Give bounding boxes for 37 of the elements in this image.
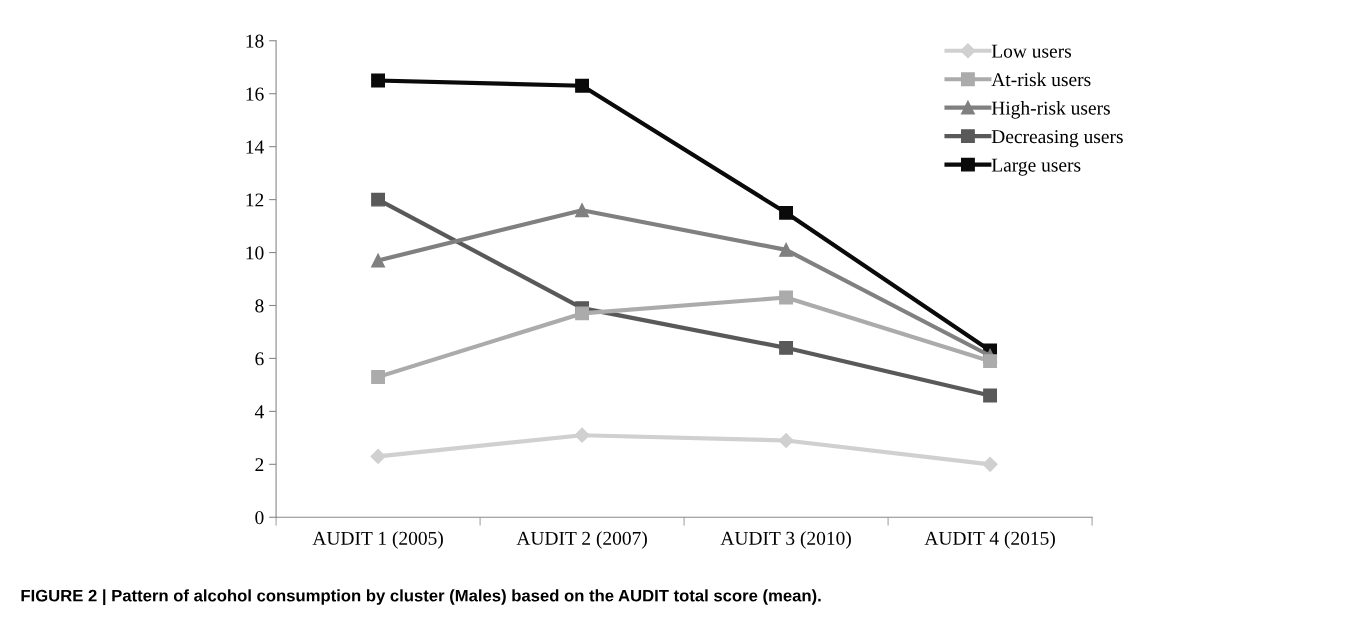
legend-label: High-risk users [991,100,1110,119]
x-tick-label: AUDIT 4 (2015) [924,531,1055,549]
point [778,432,794,449]
point [371,73,386,88]
point [779,242,794,257]
y-tick-label: 0 [255,511,264,525]
point [982,456,998,472]
point [371,370,386,384]
point [370,448,386,464]
x-tick-label: AUDIT 2 (2007) [516,531,647,549]
y-tick-label: 4 [254,405,264,419]
point [371,192,386,207]
x-tick-label: AUDIT 3 (2010) [720,531,851,549]
legend-label: Decreasing users [991,130,1123,148]
y-tick-label: 2 [255,458,264,472]
legend-label: Low users [991,44,1072,58]
point [779,205,794,220]
y-tick-label: 6 [255,352,264,366]
point [779,290,794,305]
point [575,306,590,321]
point [575,78,590,93]
caption: FIGURE 2 | Pattern of alcohol consumption by cluster (Males) based on the AUDIT total score (mean). [21,589,821,606]
point [575,203,590,218]
x-tick-label: AUDIT 1 (2005) [312,531,443,549]
y-tick-label: 16 [246,87,264,101]
y-tick-label: 12 [246,193,264,207]
legend-label: At-risk users [991,72,1091,87]
point [371,253,386,268]
y-tick-label: 10 [246,246,264,260]
point [574,427,590,443]
legend-label: Large users [991,158,1081,176]
y-tick-label: 14 [246,140,264,154]
y-tick-label: 8 [255,299,264,313]
point [983,388,998,403]
point [779,340,794,355]
y-tick-label: 18 [246,34,264,48]
point [983,354,998,369]
